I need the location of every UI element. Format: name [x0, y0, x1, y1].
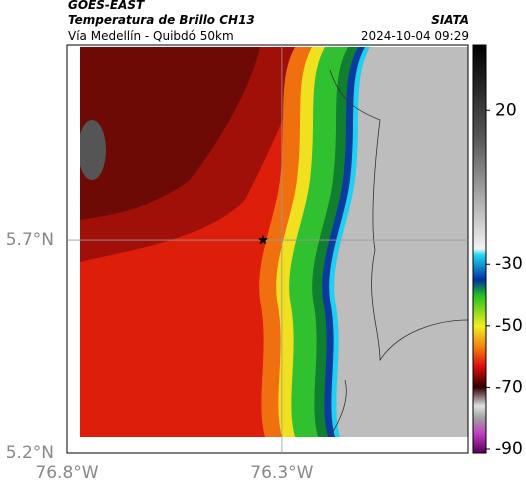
colorbar-tick-label: -50: [495, 316, 523, 336]
station-marker: [257, 234, 269, 245]
colorbar-tick-label: -70: [495, 377, 523, 397]
colorbar-tick-label: 20: [495, 100, 517, 120]
timestamp: 2024-10-04 09:29: [361, 29, 469, 43]
lon-tick-label: 76.3°W: [250, 463, 313, 483]
source: SIATA: [431, 13, 469, 27]
title: GOES-EAST: [68, 0, 145, 12]
colorbar: [472, 44, 487, 454]
colorbar-tick-label: -90: [495, 439, 523, 459]
colorbar-tick-label: -30: [495, 254, 523, 274]
subtitle: Temperatura de Brillo CH13: [68, 13, 255, 27]
lon-tick-label: 76.8°W: [35, 463, 98, 483]
lat-tick-label: 5.7°N: [6, 230, 54, 250]
map-frame: [66, 44, 469, 454]
lat-tick-label: 5.2°N: [6, 443, 54, 463]
satellite-image: [80, 47, 468, 437]
route: Vía Medellín - Quibdó 50km: [68, 29, 234, 43]
